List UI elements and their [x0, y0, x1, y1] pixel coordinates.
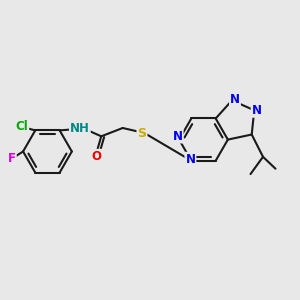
Text: O: O: [92, 150, 101, 163]
Text: S: S: [137, 127, 146, 140]
Text: N: N: [185, 153, 195, 166]
Text: F: F: [8, 152, 16, 164]
Text: Cl: Cl: [16, 120, 28, 133]
Text: N: N: [252, 104, 262, 117]
Text: N: N: [172, 130, 183, 142]
Text: NH: NH: [70, 122, 90, 135]
Text: N: N: [230, 93, 240, 106]
